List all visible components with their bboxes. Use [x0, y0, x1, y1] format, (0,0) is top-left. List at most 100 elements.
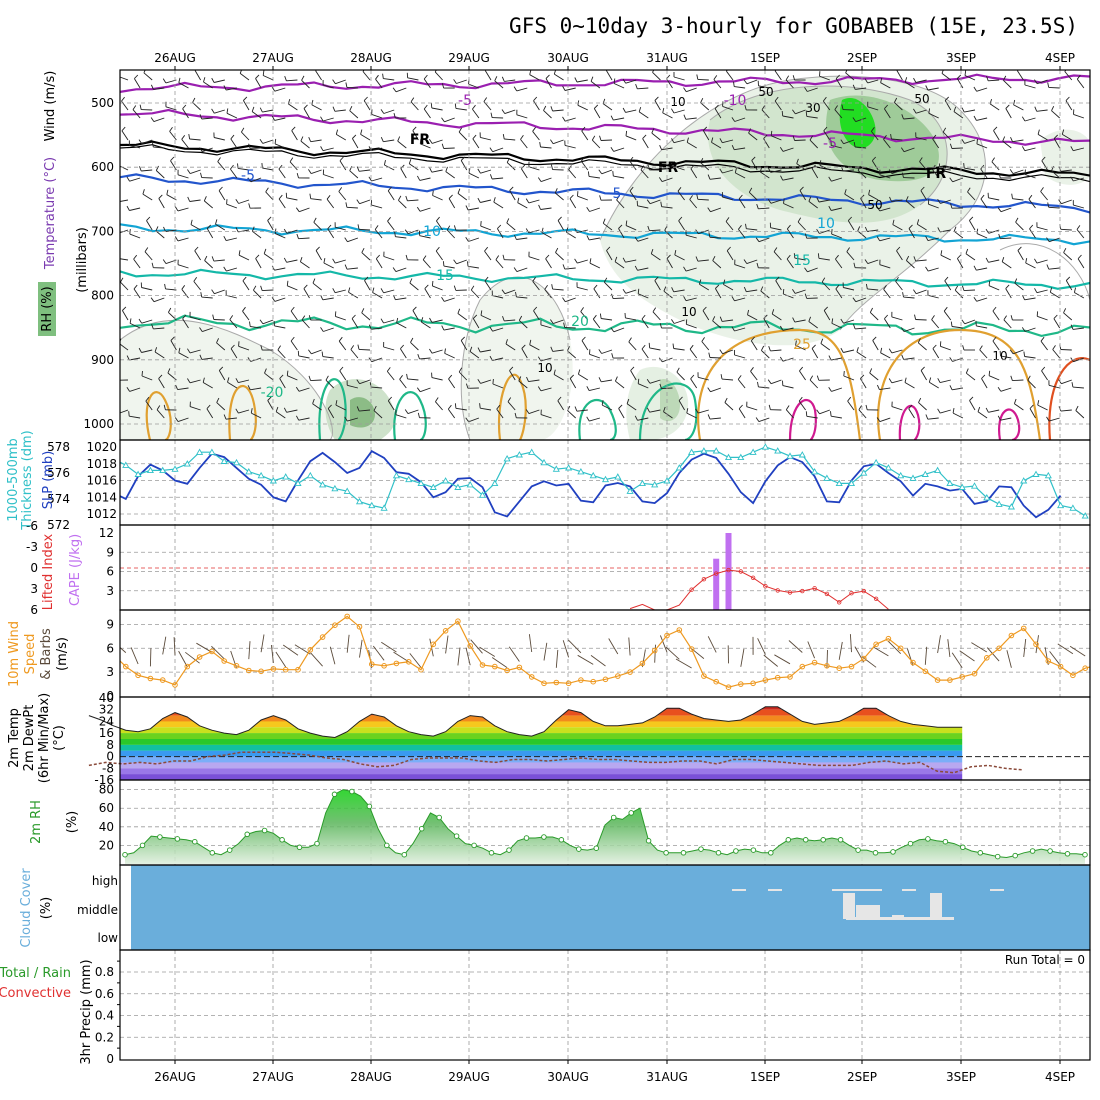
wind-barb-flag: [116, 376, 118, 381]
wind-barb: [238, 345, 250, 351]
wind-barb: [831, 387, 843, 392]
wind-barb: [976, 233, 988, 239]
rh-marker: [977, 850, 984, 856]
wind-speed-line-marker: [799, 663, 806, 670]
rh-marker: [663, 850, 669, 856]
wind-barb: [289, 161, 298, 171]
wind-speed-line-marker: [516, 664, 523, 671]
thickness-marker: [1081, 512, 1089, 519]
wind-barb-flag: [1076, 225, 1081, 230]
wind-barb: [371, 147, 383, 152]
wind-barb-flag: [206, 404, 211, 409]
wind-barb: [1012, 198, 1024, 201]
pressure-tick-label: 900: [91, 353, 114, 367]
wind-barb: [465, 647, 471, 666]
wind-speed-line-marker: [1033, 641, 1039, 648]
wind-barb-flag: [618, 404, 623, 409]
wind-barb-flag: [599, 313, 602, 319]
wind-barb: [1036, 109, 1048, 112]
wind-barb: [338, 191, 347, 201]
wind-barb: [238, 379, 250, 384]
wind-barb: [988, 79, 1000, 82]
wind-barb-flag: [420, 317, 424, 323]
wind-barb-flag: [637, 378, 640, 384]
wind-barb-flag: [419, 138, 422, 144]
wind-barb-flag: [900, 327, 905, 332]
wind-barb: [267, 400, 274, 411]
wind-barb-flag: [380, 318, 384, 324]
wind-barb-flag: [734, 167, 737, 174]
wind-barb-flag: [117, 253, 118, 258]
thickness-marker: [269, 477, 277, 484]
wind-barb: [685, 117, 697, 120]
wind-speed-line-marker: [258, 668, 264, 675]
wind-barb: [543, 642, 548, 661]
wind-barb: [375, 258, 383, 269]
wind-barb: [989, 103, 1000, 111]
wind-barb-flag: [226, 108, 229, 114]
wind-barb-flag: [489, 174, 493, 180]
wind-barb-flag: [985, 228, 990, 234]
wind-barb: [238, 199, 250, 204]
wind-barb: [225, 417, 237, 420]
wind-barb: [855, 117, 867, 123]
thickness-marker: [909, 474, 917, 481]
wind-barb: [849, 634, 852, 653]
wind-barb: [905, 200, 915, 209]
wind-barb: [758, 417, 770, 423]
wind-barb-flag: [601, 400, 604, 406]
wind-barb-flag: [816, 197, 820, 203]
wind-barb: [120, 258, 129, 261]
wind-barb-flag: [840, 139, 844, 144]
wind-barb-flag: [896, 246, 901, 252]
wind-barb: [472, 108, 480, 119]
thickness-marker: [946, 479, 954, 487]
rh-marker: [279, 837, 285, 843]
wind-barb: [903, 147, 915, 153]
wind-barb: [81, 644, 89, 660]
pressure-tick-label: 800: [91, 289, 114, 303]
wind-barb-flag: [368, 357, 373, 362]
wind-barb: [141, 287, 153, 291]
wind-barb-flag: [701, 337, 705, 342]
wind-barb-flag: [779, 356, 784, 362]
wind-barb-flag: [284, 75, 287, 81]
wind-barb-flag: [250, 408, 253, 414]
wind-barb-flag: [533, 96, 538, 101]
wind-barb: [472, 318, 480, 329]
wind-barb: [904, 382, 915, 389]
wind-barb: [1012, 349, 1024, 355]
wind-barb: [939, 379, 951, 384]
wind-barb-flag: [748, 128, 752, 134]
wind-barb: [1025, 262, 1036, 269]
wind-barb-flag: [900, 147, 905, 152]
wind-barb-flag: [628, 337, 632, 343]
wind-barb: [446, 229, 456, 239]
wind-barb-flag: [199, 354, 203, 360]
wind-barb: [181, 139, 189, 149]
wind-barb: [400, 168, 407, 179]
wind-barb: [1048, 267, 1060, 270]
wind-speed-line-marker: [885, 635, 892, 642]
thickness-marker: [454, 483, 462, 490]
wind-barb: [358, 228, 371, 231]
wind-barb: [746, 289, 758, 293]
wind-barb-flag: [1063, 308, 1067, 313]
wind-barb-flag: [954, 285, 959, 291]
thickness-marker: [220, 457, 228, 464]
thickness-marker: [970, 482, 979, 489]
thickness-marker: [417, 479, 425, 487]
cape-tick-label: 12: [99, 526, 114, 540]
wind-barb-flag: [199, 327, 203, 332]
wind-barb-flag: [121, 126, 126, 132]
lifted-index-marker: [861, 588, 866, 594]
wind-barb: [431, 377, 443, 381]
wind-barb: [322, 297, 334, 301]
thickness-tick-label: 574: [47, 492, 70, 506]
wind-barb: [1006, 650, 1012, 668]
wind-barb: [335, 404, 346, 411]
wind-barb-flag: [957, 254, 962, 259]
wind-barb: [915, 136, 927, 141]
wind-speed-line-marker: [824, 663, 830, 669]
wind-barb-flag: [1011, 193, 1013, 199]
